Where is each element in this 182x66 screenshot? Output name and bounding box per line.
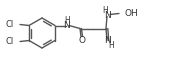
Text: H: H <box>108 41 114 50</box>
Text: Cl: Cl <box>6 37 14 46</box>
Text: N: N <box>105 11 111 20</box>
Text: H: H <box>102 6 108 15</box>
Text: O: O <box>78 36 85 45</box>
Text: OH: OH <box>125 9 139 18</box>
Text: Cl: Cl <box>6 20 14 29</box>
Text: N: N <box>64 21 70 30</box>
Text: H: H <box>64 16 70 25</box>
Text: N: N <box>105 36 111 45</box>
